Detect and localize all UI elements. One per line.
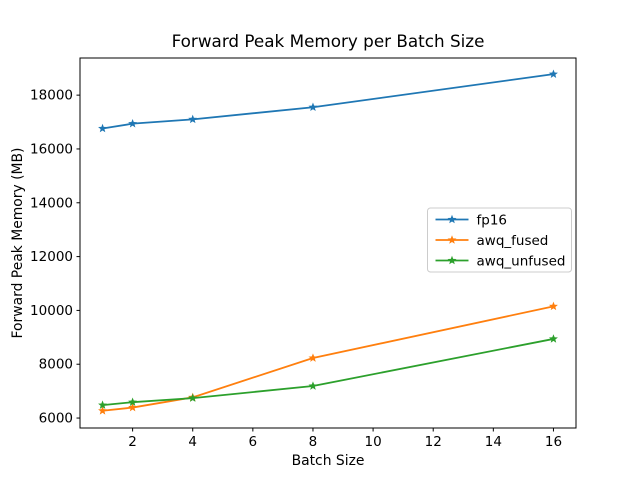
x-tick-label: 8 xyxy=(309,434,318,450)
legend-box xyxy=(427,207,572,273)
legend-entry-awq_unfused: awq_unfused xyxy=(435,253,566,269)
legend-marker-star xyxy=(447,214,457,224)
series-marker-awq_fused xyxy=(128,402,138,412)
y-tick-label: 12000 xyxy=(30,249,73,265)
series-marker-awq_fused xyxy=(548,301,558,311)
axes-spines xyxy=(79,57,577,429)
x-tick-label: 12 xyxy=(425,434,442,450)
x-tick-label: 6 xyxy=(249,434,258,450)
x-tick-label: 14 xyxy=(485,434,502,450)
y-tick-label: 6000 xyxy=(39,411,73,427)
legend-label: awq_fused xyxy=(477,233,549,249)
series-line-awq_fused xyxy=(101,305,555,412)
legend-entry-awq_fused: awq_fused xyxy=(435,233,549,249)
series-marker-fp16 xyxy=(128,118,138,128)
legend-label: awq_unfused xyxy=(477,253,566,269)
series-marker-fp16 xyxy=(308,102,318,112)
y-tick-label: 8000 xyxy=(39,357,73,373)
series-marker-awq_unfused xyxy=(98,400,108,409)
series-line-awq_unfused xyxy=(101,338,555,407)
series-marker-fp16 xyxy=(98,123,108,133)
series-marker-awq_unfused xyxy=(128,397,138,406)
y-tick-label: 16000 xyxy=(30,141,73,157)
legend-entry-fp16: fp16 xyxy=(435,212,508,228)
series-marker-awq_unfused xyxy=(308,381,318,390)
legend-label: fp16 xyxy=(477,212,508,228)
legend: fp16 awq_fused awq_unfused xyxy=(427,207,572,273)
series-marker-awq_fused xyxy=(98,406,108,415)
x-axis-label: Batch Size xyxy=(292,453,365,469)
series-marker-awq_unfused xyxy=(188,393,198,402)
x-tick-label: 2 xyxy=(128,434,137,450)
chart-title: Forward Peak Memory per Batch Size xyxy=(172,31,485,51)
y-tick-label: 14000 xyxy=(30,195,73,211)
legend-marker-star xyxy=(447,255,457,265)
x-tick-label: 10 xyxy=(364,434,381,450)
y-tick-label: 10000 xyxy=(30,303,73,319)
plot-area: 2 4 6 8 10 12 14 16 6000 8000 10000 12000 14000 16000… xyxy=(30,57,577,450)
x-tick-label: 4 xyxy=(188,434,197,450)
legend-marker-star xyxy=(447,235,457,244)
series-marker-fp16 xyxy=(548,69,558,78)
series-line-fp16 xyxy=(101,73,555,130)
series-marker-awq_unfused xyxy=(548,334,558,343)
series-marker-awq_fused xyxy=(308,353,318,362)
series-marker-fp16 xyxy=(188,114,198,124)
y-tick-label: 18000 xyxy=(30,88,73,104)
y-axis-label: Forward Peak Memory (MB) xyxy=(10,148,26,339)
x-tick-label: 16 xyxy=(545,434,562,450)
